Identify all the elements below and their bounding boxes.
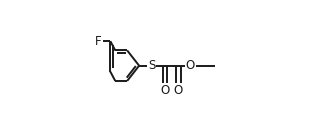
Text: O: O	[174, 84, 183, 97]
Text: F: F	[95, 35, 102, 48]
Text: O: O	[160, 84, 170, 97]
Text: S: S	[148, 59, 156, 72]
Text: O: O	[185, 59, 195, 72]
